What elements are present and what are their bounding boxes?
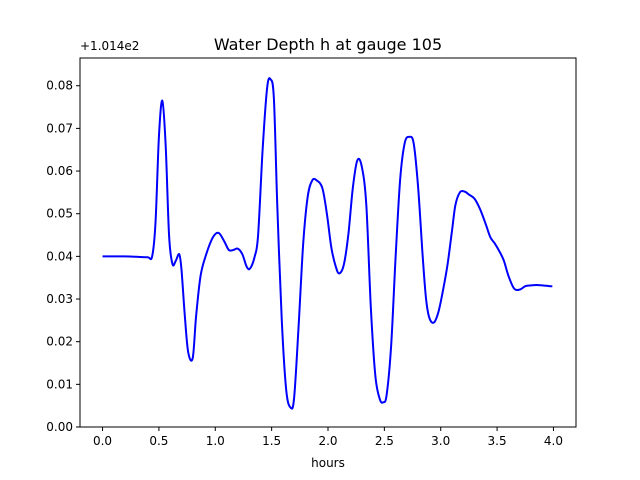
y-tick-label: 0.00 [46, 420, 73, 434]
x-tick-label: 2.5 [375, 434, 394, 448]
y-tick-label: 0.08 [46, 79, 73, 93]
y-tick-label: 0.01 [46, 377, 73, 391]
y-tick-label: 0.06 [46, 164, 73, 178]
y-tick-label: 0.04 [46, 249, 73, 263]
x-tick-label: 4.0 [544, 434, 563, 448]
plot-area: 0.0 0.5 1.0 1.5 2.0 2.5 3.0 3.5 4.0 0.00 0.01 0.02 0… [46, 57, 577, 448]
x-tick-label: 2.0 [318, 434, 337, 448]
x-axis-label: hours [311, 456, 345, 470]
chart-title: Water Depth h at gauge 105 [214, 35, 442, 54]
x-tick-label: 0.5 [149, 434, 168, 448]
x-tick-label: 3.0 [431, 434, 450, 448]
x-tick-label: 0.0 [93, 434, 112, 448]
series-line-0 [102, 77, 553, 410]
y-offset-label: +1.014e2 [80, 39, 139, 53]
y-tick-label: 0.05 [46, 207, 73, 221]
x-tick-label: 1.0 [206, 434, 225, 448]
y-tick-label: 0.07 [46, 121, 73, 135]
y-tick-label: 0.02 [46, 335, 73, 349]
y-tick-label: 0.03 [46, 292, 73, 306]
x-tick-label: 1.5 [262, 434, 281, 448]
x-tick-label: 3.5 [488, 434, 507, 448]
